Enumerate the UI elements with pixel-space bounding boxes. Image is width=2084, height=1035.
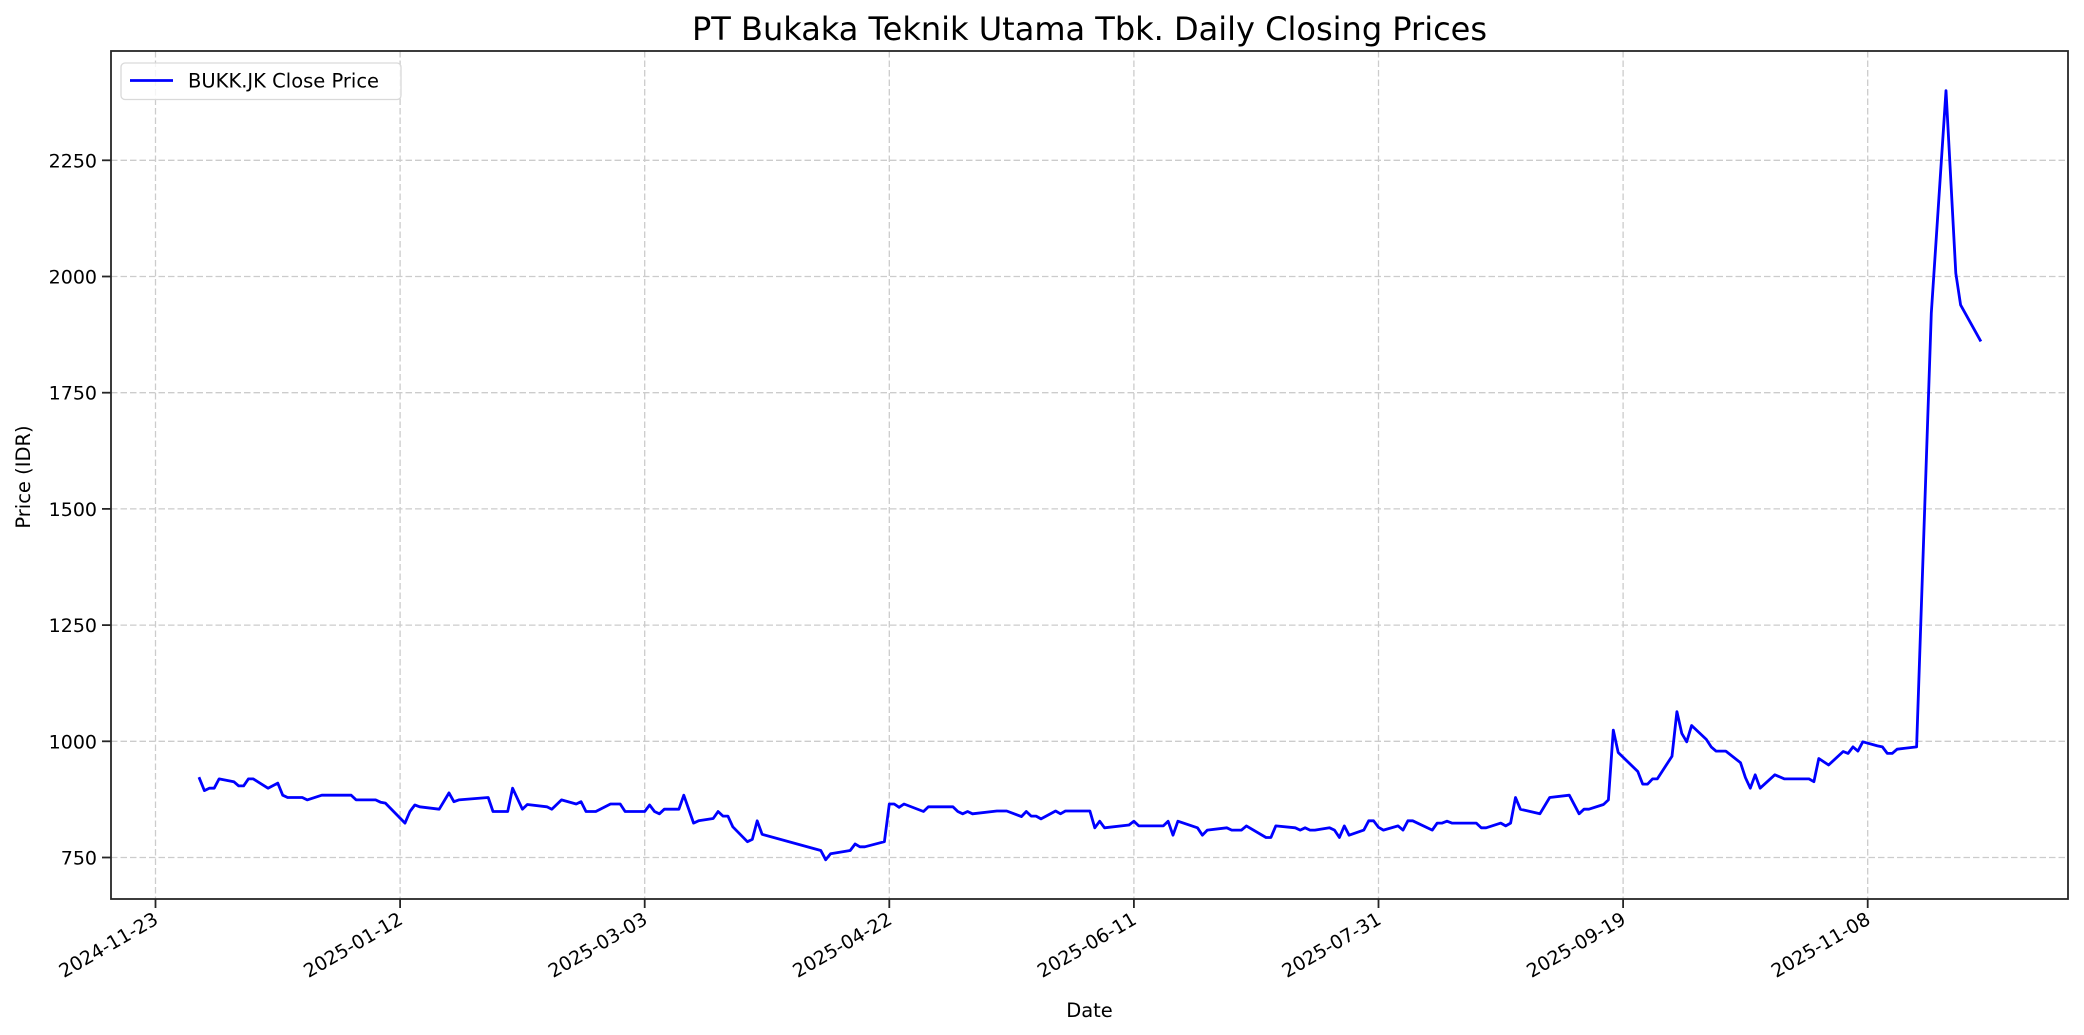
y-tick-label: 1250: [49, 615, 97, 637]
y-tick-label: 2000: [49, 267, 97, 289]
axes-frame: [110, 50, 2069, 900]
y-tick-label: 1000: [49, 731, 97, 753]
chart-title: PT Bukaka Teknik Utama Tbk. Daily Closin…: [692, 10, 1487, 48]
y-tick-label: 1750: [49, 383, 97, 405]
legend-label: BUKK.JK Close Price: [188, 70, 379, 93]
axes-background: [111, 51, 2068, 899]
legend: BUKK.JK Close Price: [120, 62, 402, 101]
y-axis-label: Price (IDR): [12, 425, 35, 528]
price-line-series: [197, 89, 1983, 862]
y-tick-label: 750: [61, 848, 97, 870]
y-tick-label: 2250: [49, 150, 97, 172]
legend-box: [120, 62, 402, 101]
y-axis-ticks: 750 1000 1250 1500 1750 2000 2250: [49, 150, 111, 870]
x-gridlines: [154, 51, 1869, 899]
y-tick-label: 1500: [49, 499, 97, 521]
x-axis-label: Date: [1066, 999, 1113, 1022]
y-gridlines: [111, 159, 2068, 859]
